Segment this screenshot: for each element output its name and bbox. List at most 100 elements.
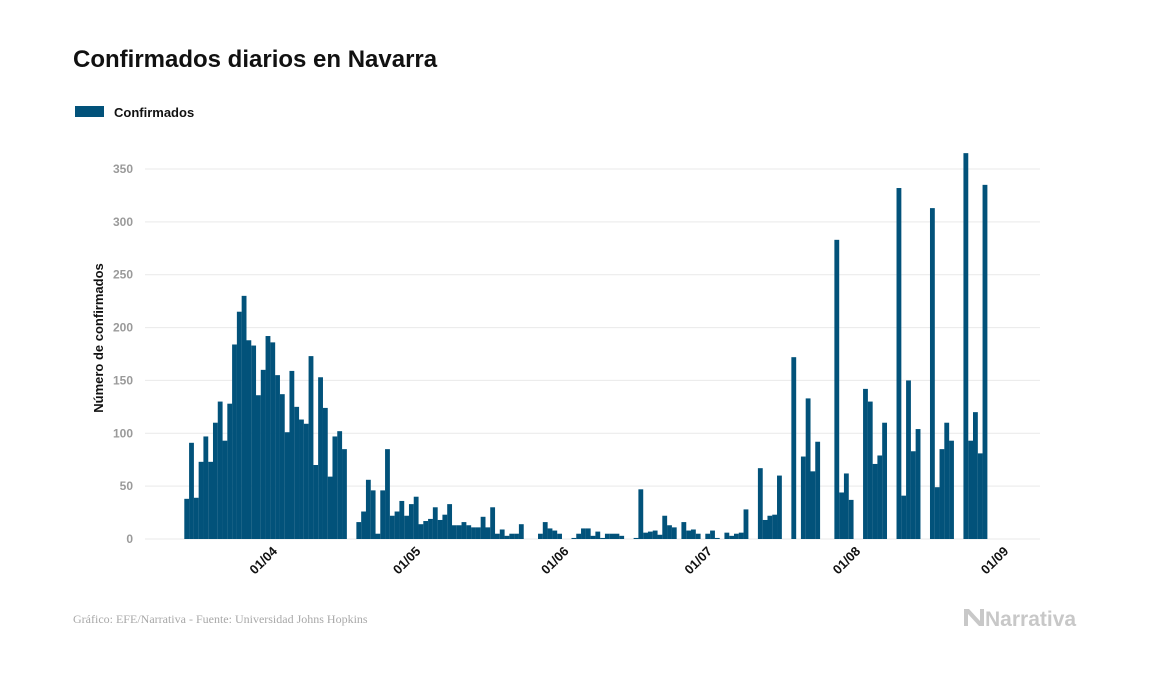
- x-tick-label: 01/06: [538, 544, 572, 578]
- bar-03/04: [275, 375, 280, 539]
- bar-20/06: [647, 531, 653, 539]
- bar-07/05: [437, 519, 443, 539]
- bar-26/08: [968, 440, 974, 539]
- bar-09/06: [595, 531, 601, 539]
- x-tick-label: 01/04: [246, 543, 280, 577]
- bar-14/07: [762, 519, 768, 539]
- bar-31/05: [552, 530, 558, 539]
- bar-23/04: [370, 490, 376, 539]
- bar-12/08: [901, 495, 907, 539]
- bar-19/08: [934, 487, 940, 539]
- legend: Confirmados: [75, 105, 194, 120]
- bar-08/04: [299, 419, 304, 539]
- bar-01/04: [265, 336, 271, 539]
- bar-02/04: [270, 342, 276, 539]
- bar-11/05: [456, 525, 462, 539]
- bar-26/04: [385, 449, 390, 539]
- bar-06/04: [289, 370, 295, 539]
- bar-22/07: [800, 456, 806, 539]
- bar-07/08: [877, 455, 883, 539]
- bar-25/04: [380, 490, 386, 539]
- bar-24/05: [518, 524, 524, 539]
- bar-08/05: [442, 514, 448, 539]
- bar-27/06: [681, 522, 687, 539]
- narrativa-logo-icon: [964, 609, 984, 626]
- bar-13/05: [466, 525, 472, 539]
- bar-28/08: [977, 453, 983, 539]
- bar-26/03: [236, 311, 242, 539]
- bar-04/05: [423, 521, 429, 539]
- bar-20/08: [939, 449, 945, 539]
- bar-07/04: [294, 406, 300, 539]
- bar-18/03: [198, 461, 204, 539]
- bar-15/03: [184, 498, 190, 539]
- bar-29/04: [399, 500, 405, 539]
- bar-02/05: [413, 496, 419, 539]
- bar-20/07: [791, 357, 797, 539]
- bar-29/08: [982, 184, 988, 539]
- bar-15/08: [915, 429, 921, 539]
- bar-22/05: [509, 533, 515, 539]
- bar-23/06: [662, 515, 668, 539]
- bar-27/04: [389, 515, 395, 539]
- bar-22/06: [657, 534, 663, 539]
- bar-28/06: [686, 530, 692, 539]
- bar-21/03: [212, 422, 218, 539]
- bar-07/06: [585, 528, 591, 539]
- bar-16/07: [772, 514, 778, 539]
- legend-label: Confirmados: [114, 105, 194, 120]
- bar-22/08: [949, 440, 954, 539]
- bar-06/08: [872, 463, 878, 539]
- bar-24/07: [810, 471, 816, 539]
- bars: [184, 153, 988, 540]
- bar-09/04: [303, 423, 309, 539]
- bar-04/06: [571, 537, 577, 539]
- bar-14/05: [471, 527, 476, 539]
- bar-25/07: [815, 441, 821, 539]
- bar-23/03: [222, 440, 228, 539]
- bar-12/05: [461, 522, 467, 539]
- bar-10/04: [308, 356, 314, 539]
- y-tick-label: 300: [113, 215, 133, 229]
- y-tick-label: 0: [126, 532, 133, 546]
- bar-18/06: [638, 489, 644, 539]
- bar-15/07: [767, 515, 773, 539]
- bar-21/04: [361, 511, 366, 539]
- y-tick-label: 150: [113, 373, 133, 387]
- y-tick-label: 100: [113, 426, 133, 440]
- bar-30/07: [839, 492, 844, 539]
- bar-01/05: [408, 504, 414, 539]
- bar-25/08: [963, 153, 969, 539]
- bar-01/06: [557, 533, 562, 539]
- bar-21/08: [944, 422, 950, 539]
- bar-31/07: [843, 473, 849, 539]
- bar-21/05: [504, 535, 510, 539]
- bar-16/04: [337, 431, 343, 539]
- bar-17/04: [342, 449, 347, 539]
- narrativa-logo-text: Narrativa: [985, 608, 1076, 631]
- bar-19/05: [495, 533, 500, 539]
- x-tick-label: 01/09: [978, 544, 1012, 578]
- source-note: Gráfico: EFE/Narrativa - Fuente: Univers…: [73, 612, 368, 626]
- bar-04/08: [863, 388, 868, 539]
- bar-14/04: [327, 476, 333, 539]
- bar-27/08: [973, 412, 978, 539]
- bar-25/03: [232, 344, 237, 539]
- bar-06/05: [432, 507, 438, 539]
- bar-14/06: [619, 535, 625, 539]
- bar-19/03: [203, 436, 209, 539]
- bar-12/06: [609, 533, 615, 539]
- bar-16/05: [480, 516, 486, 539]
- bar-10/05: [451, 525, 457, 539]
- bar-10/06: [600, 537, 605, 539]
- bar-17/03: [193, 497, 199, 539]
- bar-12/04: [318, 377, 323, 539]
- bar-28/04: [394, 511, 400, 539]
- bar-29/03: [251, 345, 257, 539]
- bar-20/05: [499, 529, 505, 539]
- bar-20/03: [208, 461, 214, 539]
- bar-05/05: [428, 518, 433, 539]
- bar-18/05: [490, 507, 496, 539]
- bar-04/04: [279, 394, 285, 539]
- bar-24/04: [375, 533, 381, 539]
